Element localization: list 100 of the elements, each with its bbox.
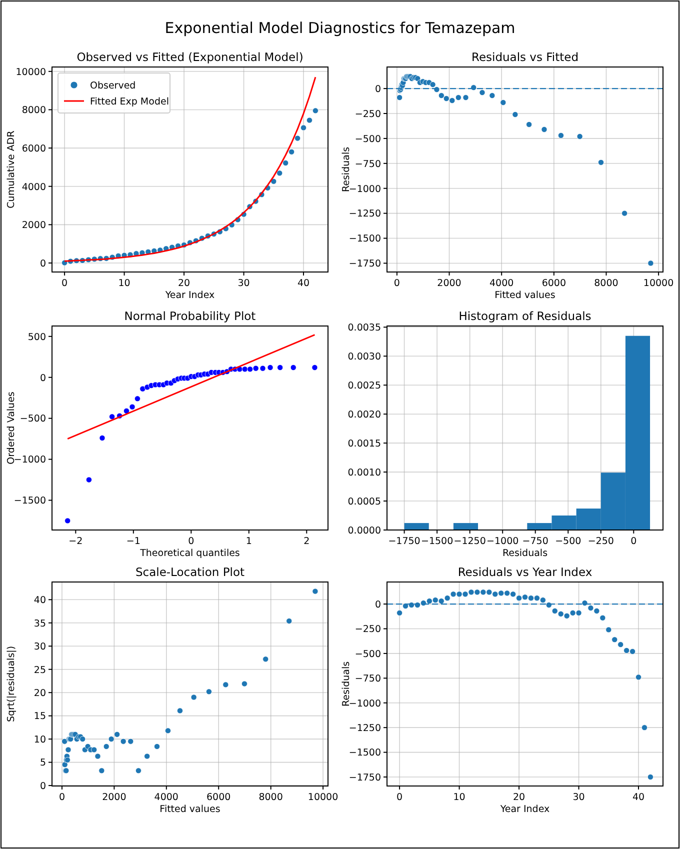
y-tick-label: −500 [20,414,46,425]
x-tick-label: 40 [297,278,310,289]
point [492,591,498,598]
y-tick-label: 20 [34,688,46,699]
point [402,603,409,610]
point [624,647,630,654]
point [480,589,486,596]
x-tick-label: 10000 [643,278,674,289]
x-tick-label: 8000 [258,792,283,803]
point [276,170,283,176]
point [408,602,414,608]
y-tick-label: 15 [34,711,46,722]
x-tick-label: 4000 [489,278,514,289]
point [270,178,277,184]
point [109,414,116,420]
point [500,100,506,106]
point [277,364,284,371]
point [444,595,450,602]
y-axis-title: Cumulative ADR [6,130,17,208]
point [86,476,92,483]
point [570,610,576,616]
x-tick-label: 0 [62,278,68,289]
x-tick-label: −500 [555,536,582,547]
point [486,589,492,596]
chart-title: Residuals vs Year Index [458,565,592,579]
point [470,84,477,91]
x-tick-label: −750 [522,536,548,547]
point [306,117,312,124]
y-tick-label: 0 [40,372,46,384]
point [94,753,101,760]
x-tick-label: 1 [246,536,252,547]
point [526,121,532,128]
point [546,602,552,608]
point [504,590,510,596]
point [479,90,486,96]
point [164,728,171,734]
point [129,404,136,410]
point [438,92,444,99]
point [91,746,98,753]
y-tick-label: 0 [40,780,46,792]
point [252,365,259,372]
y-tick-label: −1500 [14,496,46,507]
chart-title: Normal Probability Plot [124,309,256,323]
point [636,674,642,680]
point [108,736,114,742]
x-tick-label: −1750 [388,536,420,547]
point [420,600,426,606]
point [290,364,296,371]
x-tick-label: 0 [58,792,65,803]
point [396,610,403,616]
point [120,738,126,744]
point [430,82,436,88]
x-axis-title: Fitted values [160,804,220,815]
point [489,92,496,99]
point [510,591,516,598]
x-tick-label: −250 [588,536,614,547]
point [456,591,462,598]
y-tick-label: 25 [34,664,46,676]
y-tick-label: 35 [34,618,46,630]
x-tick-label: 20 [178,278,190,289]
x-tick-label: −1000 [486,536,519,547]
point [606,626,612,633]
point [98,768,105,774]
x-tick-label: 10 [453,792,466,803]
point [558,132,564,138]
y-tick-label: 40 [34,595,46,606]
x-tick-label: 10000 [308,792,338,803]
point [241,680,248,687]
y-tick-label: −500 [354,648,381,660]
point [450,591,456,598]
point [600,614,606,621]
point [99,434,106,441]
x-axis-title: Year Index [164,290,216,301]
x-tick-label: 0 [394,278,400,289]
point [288,148,295,155]
y-tick-label: −1500 [348,234,381,245]
chart-title: Observed vs Fitted (Exponential Model) [76,50,304,64]
x-tick-label: 0 [630,536,637,547]
y-tick-label: 0.0005 [348,496,381,508]
x-tick-label: 6000 [542,278,566,289]
y-tick-label: −1250 [348,208,381,220]
y-tick-label: 2000 [22,220,46,232]
y-tick-label: −1750 [348,258,381,270]
point [206,688,212,695]
point [242,366,248,372]
point [630,648,636,654]
point [612,636,618,643]
point [396,94,403,101]
point [432,597,438,604]
point [294,135,301,142]
x-tick-label: −1250 [454,536,486,547]
point [462,94,469,101]
x-tick-label: 8000 [594,278,618,289]
point [564,612,570,619]
point [540,597,546,604]
point [528,595,534,602]
point [462,591,468,598]
point [558,610,564,617]
point [576,610,582,616]
point [103,744,110,750]
